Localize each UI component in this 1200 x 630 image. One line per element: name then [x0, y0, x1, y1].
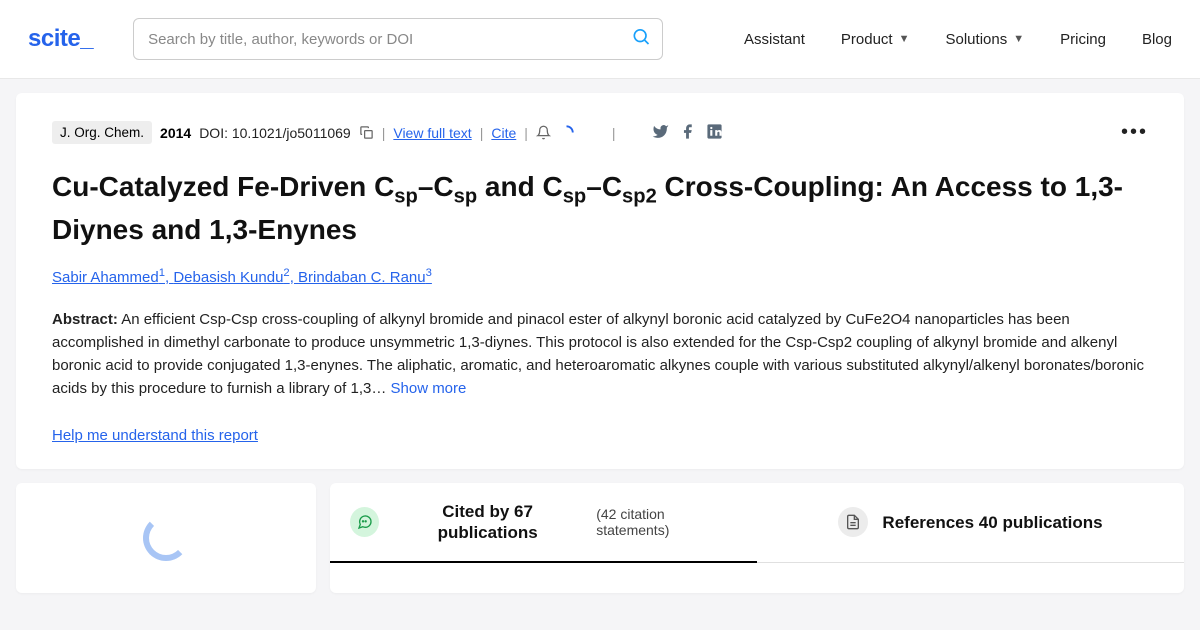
tabs-card: Cited by 67 publications (42 citation st…	[330, 483, 1184, 593]
tab-cited-by-sub: (42 citation statements)	[596, 506, 737, 538]
cite-link[interactable]: Cite	[491, 125, 516, 141]
divider: |	[524, 125, 528, 141]
divider: |	[382, 125, 386, 141]
meta-row: J. Org. Chem. 2014 DOI: 10.1021/jo501106…	[52, 121, 1148, 144]
nav: Assistant Product ▼ Solutions ▼ Pricing Bl…	[744, 31, 1172, 48]
divider: |	[612, 125, 616, 141]
loading-spinner-icon	[559, 125, 574, 140]
bottom-row: Cited by 67 publications (42 citation st…	[16, 483, 1184, 593]
author-link[interactable]: Sabir Ahammed1	[52, 269, 165, 286]
abstract: Abstract: An efficient Csp-Csp cross-cou…	[52, 308, 1148, 401]
tab-references-label: References 40 publications	[882, 512, 1102, 533]
bell-icon[interactable]	[536, 125, 551, 140]
header: scite_ Assistant Product ▼ Solutions ▼ Pri…	[0, 0, 1200, 79]
view-full-text-link[interactable]: View full text	[393, 125, 471, 141]
show-more-link[interactable]: Show more	[391, 380, 467, 397]
nav-blog[interactable]: Blog	[1142, 31, 1172, 48]
more-menu-icon[interactable]: •••	[1121, 121, 1148, 144]
tab-cited-by-label: Cited by 67 publications	[393, 501, 582, 544]
author-link[interactable]: Debasish Kundu2	[173, 269, 289, 286]
search-input[interactable]	[133, 18, 663, 60]
journal-badge[interactable]: J. Org. Chem.	[52, 121, 152, 144]
social-icons	[652, 123, 723, 143]
tab-cited-by[interactable]: Cited by 67 publications (42 citation st…	[330, 483, 757, 564]
author-link[interactable]: Brindaban C. Ranu3	[298, 269, 432, 286]
search-icon[interactable]	[631, 27, 651, 52]
nav-product-label: Product	[841, 31, 893, 48]
help-understand-link[interactable]: Help me understand this report	[52, 427, 258, 444]
article-card: ••• J. Org. Chem. 2014 DOI: 10.1021/jo50…	[16, 93, 1184, 469]
nav-solutions[interactable]: Solutions ▼	[946, 31, 1025, 48]
search-box	[133, 18, 663, 60]
nav-assistant[interactable]: Assistant	[744, 31, 805, 48]
chevron-down-icon: ▼	[899, 33, 910, 45]
tab-references[interactable]: References 40 publications	[757, 483, 1184, 564]
abstract-text: An efficient Csp-Csp cross-coupling of a…	[52, 311, 1144, 398]
nav-solutions-label: Solutions	[946, 31, 1008, 48]
doi: DOI: 10.1021/jo5011069	[199, 125, 351, 141]
nav-product[interactable]: Product ▼	[841, 31, 910, 48]
logo[interactable]: scite_	[28, 25, 93, 53]
article-title: Cu-Catalyzed Fe-Driven Csp–Csp and Csp–C…	[52, 168, 1148, 249]
authors: Sabir Ahammed1, Debasish Kundu2, Brindab…	[52, 267, 1148, 286]
twitter-icon[interactable]	[652, 123, 669, 143]
citation-bubble-icon	[350, 507, 379, 537]
linkedin-icon[interactable]	[706, 123, 723, 143]
tabs: Cited by 67 publications (42 citation st…	[330, 483, 1184, 564]
year: 2014	[160, 125, 191, 141]
copy-icon[interactable]	[359, 125, 374, 140]
facebook-icon[interactable]	[679, 123, 696, 143]
document-icon	[838, 507, 868, 537]
chevron-down-icon: ▼	[1013, 33, 1024, 45]
divider: |	[480, 125, 484, 141]
loading-spinner-icon	[143, 515, 189, 561]
loading-panel	[16, 483, 316, 593]
nav-pricing[interactable]: Pricing	[1060, 31, 1106, 48]
abstract-label: Abstract:	[52, 311, 118, 328]
